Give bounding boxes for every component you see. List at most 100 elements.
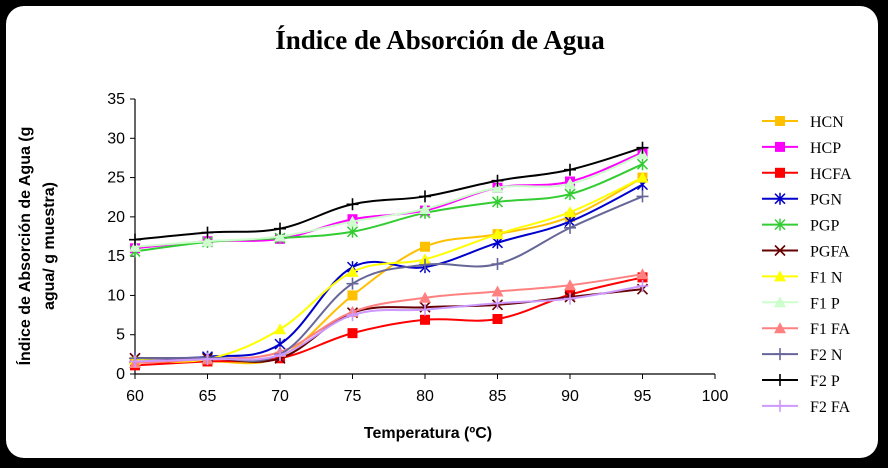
data-point-f2-p	[419, 190, 431, 203]
legend-label: F2 FA	[810, 399, 851, 416]
chart-title: Índice de Absorción de Agua	[275, 25, 605, 55]
legend-swatch-marker	[774, 348, 786, 361]
data-point-f1-n	[346, 265, 359, 277]
data-point-f1-fa	[419, 291, 431, 303]
legend-item-pgp: PGP	[762, 218, 839, 235]
data-point-f2-fa	[419, 303, 431, 316]
series-line-f2-p	[134, 146, 643, 241]
data-point-f2-n	[491, 258, 504, 270]
legend: HCN HCP HCFA PGN PGP PGFA F1 N F1 P F1 FA F2 N F2 …	[762, 114, 852, 416]
data-point-f1-n	[636, 171, 649, 183]
legend-item-f1-fa: F1 FA	[762, 321, 851, 338]
x-tick-label: 75	[344, 388, 362, 405]
legend-label: HCN	[810, 114, 844, 131]
data-point-pgp	[636, 158, 649, 171]
x-tick-label: 60	[126, 388, 144, 405]
data-point-f2-fa	[491, 297, 504, 310]
series-f1-p	[129, 148, 649, 252]
legend-label: HCP	[810, 140, 841, 157]
legend-item-f1-p: F1 P	[762, 295, 840, 312]
y-tick-label: 20	[107, 209, 125, 226]
data-point-pgp	[346, 225, 359, 238]
legend-item-pgfa: PGFA	[762, 244, 850, 261]
series-line-pgn	[134, 183, 643, 360]
data-point-f2-p	[346, 198, 359, 211]
x-tick-label: 90	[561, 388, 579, 405]
legend-swatch-marker	[774, 244, 786, 257]
data-point-f1-p	[274, 230, 286, 242]
axes: 0 5 10 15 20 25 30 35 60 65 70 75 80 85 90 95 100	[107, 91, 728, 405]
legend-item-hcfa: HCFA	[762, 166, 852, 183]
legend-swatch-marker	[774, 296, 786, 308]
series-line-f2-n	[134, 195, 643, 362]
legend-item-f2-p: F2 P	[762, 373, 840, 390]
plot-area	[129, 141, 649, 371]
water-absorption-chart: Índice de Absorción de Agua Índice de Ab…	[15, 25, 852, 442]
legend-item-pgn: PGN	[762, 192, 842, 209]
data-point-f1-fa	[491, 285, 504, 297]
legend-swatch-marker	[775, 116, 785, 126]
legend-label: F2 P	[810, 373, 840, 390]
series-line-f1-p	[134, 153, 643, 248]
data-point-f2-n	[636, 190, 649, 203]
data-point-pgp	[491, 195, 504, 208]
data-point-f2-p	[129, 233, 141, 246]
legend-label: F1 FA	[810, 321, 851, 338]
data-point-f1-p	[346, 215, 359, 227]
x-tick-label: 85	[489, 388, 507, 405]
legend-swatch-marker	[774, 270, 786, 282]
x-tick-label: 100	[702, 388, 729, 405]
y-axis-label-line-1: Índice de Absorción de Agua (g	[15, 127, 34, 366]
legend-item-f2-n: F2 N	[762, 347, 843, 364]
y-axis-label: Índice de Absorción de Agua (g agua/ g m…	[15, 127, 58, 366]
data-point-f2-fa	[201, 353, 214, 366]
y-tick-label: 10	[107, 287, 125, 304]
data-point-f2-fa	[274, 349, 286, 362]
data-point-f2-p	[564, 163, 576, 176]
x-tick-label: 70	[271, 388, 289, 405]
data-point-f1-n	[491, 228, 504, 240]
data-point-f2-fa	[129, 355, 141, 368]
chart-frame: Índice de Absorción de Agua Índice de Ab…	[6, 6, 878, 458]
data-point-f1-n	[564, 206, 576, 218]
y-tick-label: 35	[107, 91, 125, 108]
data-point-f2-n	[346, 277, 359, 290]
data-point-f1-p	[201, 235, 214, 247]
legend-swatch-marker	[774, 322, 786, 334]
y-tick-label: 5	[116, 327, 125, 344]
x-tick-label: 80	[416, 388, 434, 405]
x-tick-label: 95	[634, 388, 652, 405]
legend-label: F1 P	[810, 295, 840, 312]
legend-label: PGP	[810, 218, 839, 235]
series-f2-fa	[129, 280, 649, 368]
legend-label: F2 N	[810, 347, 843, 364]
legend-swatch-marker	[774, 399, 786, 412]
data-point-f1-p	[129, 240, 141, 252]
legend-swatch-marker	[775, 141, 785, 152]
data-point-f2-n	[419, 258, 431, 271]
legend-item-hcp: HCP	[762, 140, 841, 157]
data-point-hcfa	[347, 328, 358, 339]
data-point-f1-n	[274, 323, 286, 335]
legend-item-f2-fa: F2 FA	[762, 399, 851, 416]
data-point-f2-fa	[636, 280, 649, 292]
y-axis-label-line-2: agua/ g muestra)	[41, 182, 58, 310]
data-point-f1-n	[419, 253, 431, 265]
data-point-f2-p	[274, 222, 286, 235]
series-f2-p	[129, 141, 649, 246]
data-point-f2-p	[201, 226, 214, 239]
y-tick-label: 30	[107, 130, 125, 147]
y-tick-label: 25	[107, 170, 125, 187]
y-tick-label: 0	[116, 366, 125, 383]
data-point-hcfa	[420, 314, 430, 325]
data-point-f2-p	[636, 141, 649, 154]
y-tick-label: 15	[107, 248, 125, 265]
data-point-f1-fa	[564, 279, 576, 291]
data-point-hcfa	[492, 314, 503, 324]
legend-swatch-marker	[775, 167, 785, 178]
data-point-hcn	[420, 241, 430, 252]
data-point-f1-p	[491, 181, 504, 193]
data-point-pgp	[564, 188, 576, 201]
legend-label: HCFA	[810, 166, 852, 183]
data-point-hcn	[347, 290, 358, 301]
